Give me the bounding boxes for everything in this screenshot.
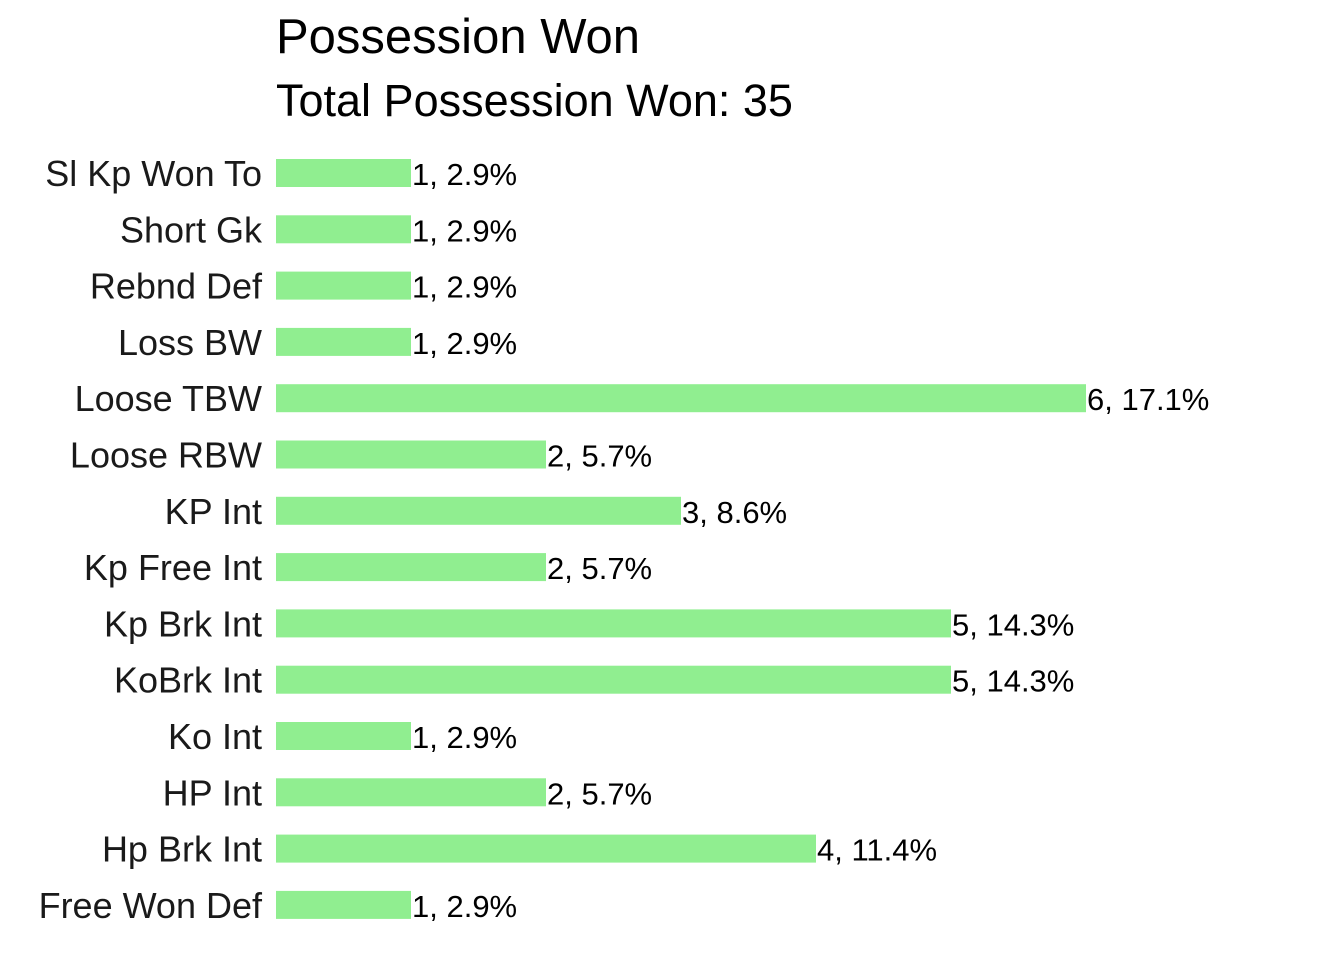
data-label-hp-brk-int: 4, 11.4% <box>817 833 937 868</box>
bar-free-won-def <box>276 890 411 919</box>
data-label-loose-tbw: 6, 17.1% <box>1087 382 1209 417</box>
category-label-kp-int: KP Int <box>165 491 262 532</box>
bar-kobrk-int <box>276 665 951 694</box>
data-label-kp-brk-int: 5, 14.3% <box>952 607 1074 642</box>
chart-subtitle: Total Possession Won: 35 <box>276 75 793 126</box>
category-labels: Sl Kp Won To Short Gk Rebnd Def Loss BW Loos… <box>39 153 263 926</box>
bar-loss-bw <box>276 327 411 356</box>
data-label-ko-int: 1, 2.9% <box>412 720 517 755</box>
bar-loose-tbw <box>276 384 1086 413</box>
data-label-loose-rbw: 2, 5.7% <box>547 439 652 474</box>
bar-sl-kp-won-to <box>276 159 411 187</box>
category-label-rebnd-def: Rebnd Def <box>90 266 263 307</box>
data-label-kobrk-int: 5, 14.3% <box>952 664 1074 699</box>
category-label-loose-tbw: Loose TBW <box>75 378 262 419</box>
bar-rebnd-def <box>276 271 411 300</box>
category-label-loose-rbw: Loose RBW <box>70 435 262 476</box>
bar-hp-brk-int <box>276 834 816 863</box>
category-label-kp-free-int: Kp Free Int <box>84 547 262 588</box>
chart-title: Possession Won <box>276 10 640 64</box>
data-label-short-gk: 1, 2.9% <box>412 213 517 248</box>
data-label-rebnd-def: 1, 2.9% <box>412 270 517 305</box>
data-label-sl-kp-won-to: 1, 2.9% <box>412 157 517 192</box>
data-label-hp-int: 2, 5.7% <box>547 776 652 811</box>
bar-hp-int <box>276 778 546 807</box>
category-label-hp-int: HP Int <box>163 772 262 813</box>
data-label-kp-int: 3, 8.6% <box>682 495 787 530</box>
bar-kp-int <box>276 496 681 525</box>
data-labels: 1, 2.9% 1, 2.9% 1, 2.9% 1, 2.9% 6, 17.1% 2, 5… <box>412 157 1209 924</box>
data-label-free-won-def: 1, 2.9% <box>412 889 517 924</box>
bar-short-gk <box>276 215 411 244</box>
bar-ko-int <box>276 722 411 750</box>
category-label-sl-kp-won-to: Sl Kp Won To <box>45 153 262 194</box>
bar-kp-free-int <box>276 553 546 582</box>
category-label-ko-int: Ko Int <box>168 716 262 757</box>
bar-kp-brk-int <box>276 609 951 638</box>
category-label-hp-brk-int: Hp Brk Int <box>102 829 262 870</box>
bars-layer <box>276 159 1086 919</box>
data-label-kp-free-int: 2, 5.7% <box>547 551 652 586</box>
data-label-loss-bw: 1, 2.9% <box>412 326 517 361</box>
bar-loose-rbw <box>276 440 546 469</box>
category-label-kobrk-int: KoBrk Int <box>114 660 262 701</box>
category-label-free-won-def: Free Won Def <box>39 885 263 926</box>
category-label-short-gk: Short Gk <box>120 209 263 250</box>
category-label-loss-bw: Loss BW <box>118 322 262 363</box>
category-label-kp-brk-int: Kp Brk Int <box>104 603 262 644</box>
